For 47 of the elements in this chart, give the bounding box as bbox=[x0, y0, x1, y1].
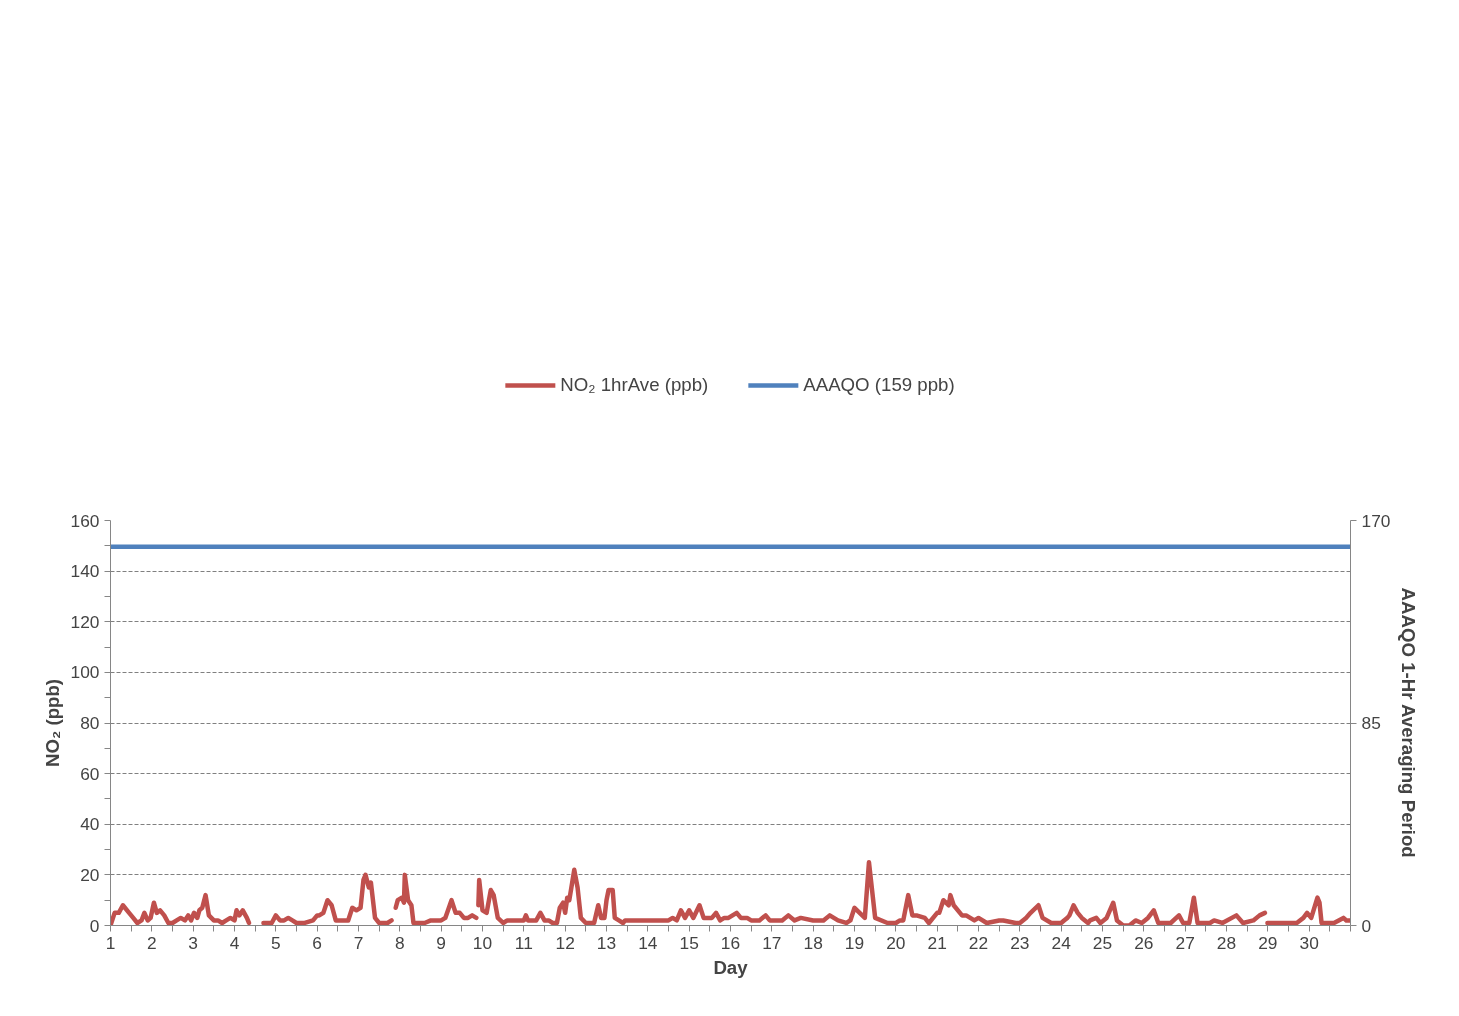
x-tick-label: 13 bbox=[596, 932, 617, 953]
x-tick-label: 15 bbox=[679, 932, 699, 953]
x-tick-label: 16 bbox=[720, 932, 741, 953]
legend-label: AAAQO (159 ppb) bbox=[803, 373, 955, 396]
x-tick-label: 3 bbox=[188, 932, 198, 953]
x-tick-label: 5 bbox=[271, 932, 281, 953]
x-tick-label: 25 bbox=[1092, 932, 1113, 953]
y-tick-label: 60 bbox=[80, 763, 100, 784]
y-tick-label: 140 bbox=[70, 561, 100, 582]
x-tick-label: 14 bbox=[638, 932, 658, 953]
x-tick-label: 29 bbox=[1258, 932, 1278, 953]
x-tick-label: 19 bbox=[844, 932, 865, 953]
x-tick-label: 17 bbox=[762, 932, 782, 953]
x-tick-label: 8 bbox=[395, 932, 405, 953]
x-tick-label: 23 bbox=[1010, 932, 1030, 953]
x-tick-label: 6 bbox=[312, 932, 322, 953]
y-tick-label: 160 bbox=[70, 510, 100, 531]
y2-tick-label: 0 bbox=[1361, 915, 1372, 936]
legend-label: NO₂ 1hrAve (ppb) bbox=[560, 373, 709, 396]
x-tick-label: 9 bbox=[436, 932, 446, 953]
x-tick-label: 27 bbox=[1175, 932, 1195, 953]
y2-tick-label: 85 bbox=[1361, 713, 1381, 733]
x-tick-label: 30 bbox=[1299, 932, 1319, 953]
y-tick-label: 120 bbox=[70, 611, 100, 632]
x-tick-label: 18 bbox=[803, 932, 823, 953]
y2-tick-label: 170 bbox=[1361, 510, 1391, 531]
x-tick-label: 1 bbox=[105, 932, 116, 953]
y-tick-label: 0 bbox=[89, 915, 100, 936]
x-tick-label: 11 bbox=[514, 932, 533, 953]
y-tick-label: 100 bbox=[70, 662, 100, 683]
x-tick-label: 4 bbox=[229, 932, 240, 953]
x-tick-label: 26 bbox=[1134, 932, 1154, 953]
x-tick-label: 20 bbox=[886, 932, 906, 953]
x-tick-label: 22 bbox=[968, 932, 989, 953]
x-tick-label: 12 bbox=[555, 932, 575, 953]
x-tick-label: 28 bbox=[1216, 932, 1237, 953]
x-tick-label: 24 bbox=[1051, 932, 1072, 953]
y-tick-label: 20 bbox=[80, 864, 100, 885]
x-tick-label: 21 bbox=[927, 932, 947, 953]
y-axis-title: NO₂ (ppb) bbox=[41, 678, 63, 768]
x-tick-label: 7 bbox=[353, 932, 364, 953]
x-tick-label: 2 bbox=[147, 932, 157, 953]
y-tick-label: 40 bbox=[80, 814, 100, 835]
y-tick-label: 80 bbox=[80, 713, 100, 733]
y2-axis-title: AAAQO 1-Hr Averaging Period bbox=[1398, 587, 1420, 858]
x-axis-title: Day bbox=[713, 956, 749, 978]
x-tick-label: 10 bbox=[472, 932, 493, 953]
